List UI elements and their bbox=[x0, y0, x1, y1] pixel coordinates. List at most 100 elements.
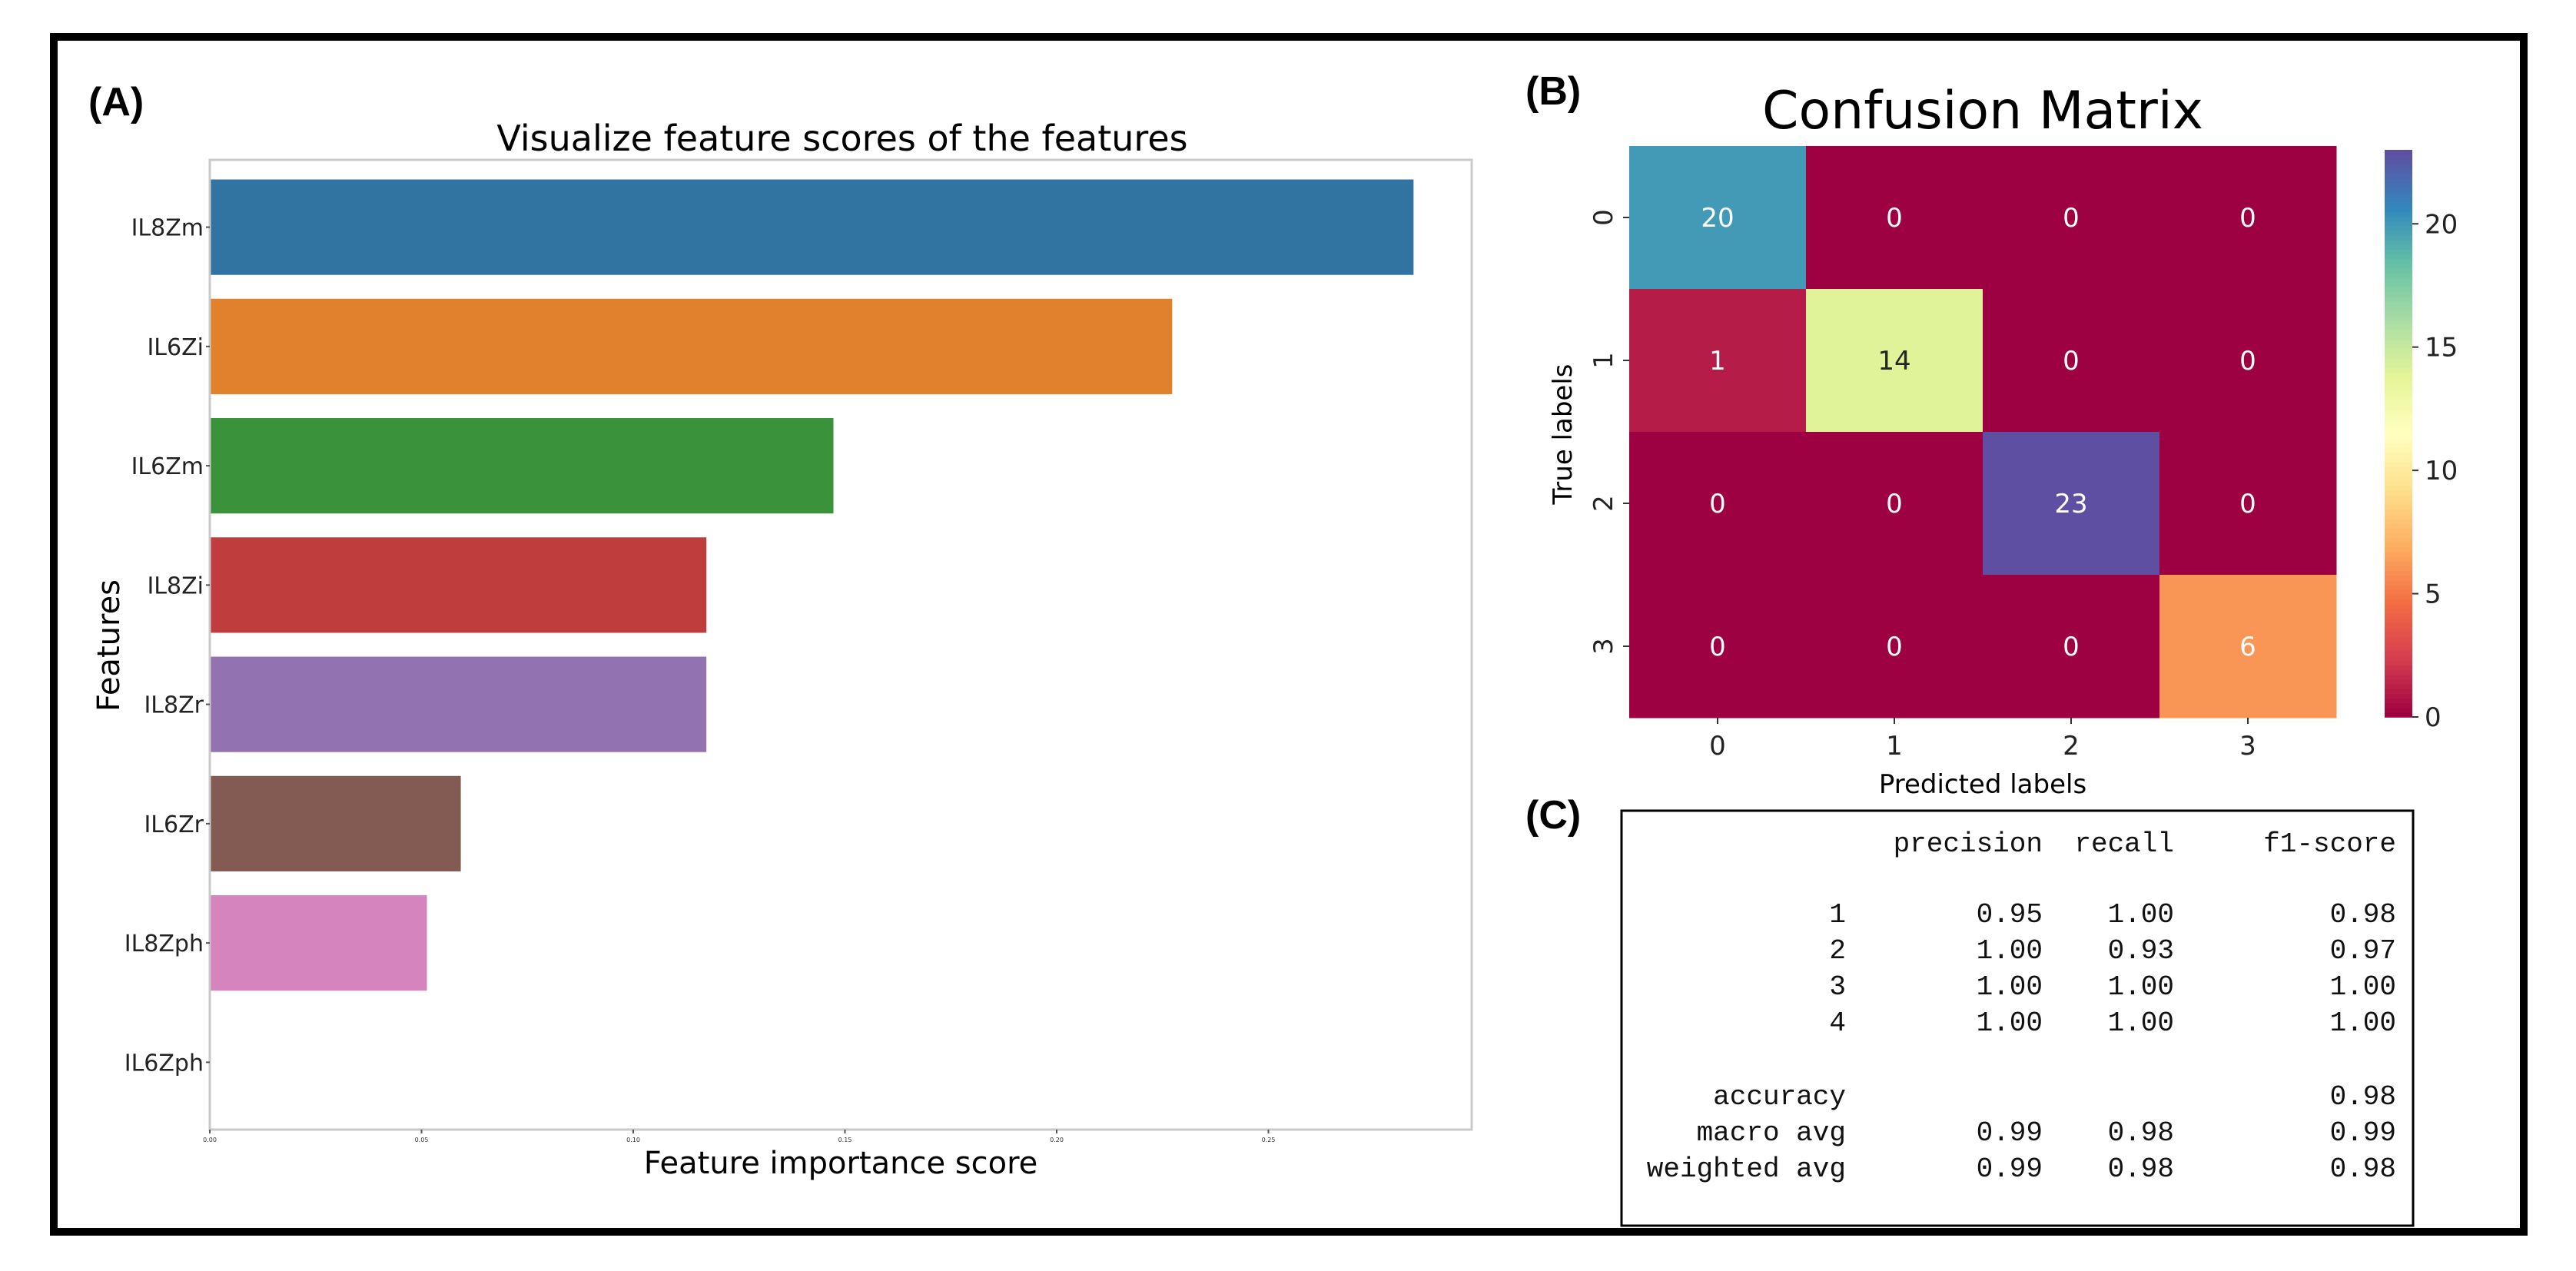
heatmap-cell-2-0 bbox=[1629, 432, 1807, 576]
colorbar-segment bbox=[2385, 636, 2412, 642]
colorbar-segment bbox=[2385, 447, 2412, 453]
colorbar-segment bbox=[2385, 267, 2412, 274]
colorbar-segment bbox=[2385, 239, 2412, 245]
bar-xtick-label: 0.00 bbox=[203, 1137, 217, 1143]
heatmap-ytick-label: 3 bbox=[1588, 638, 1619, 655]
colorbar-segment bbox=[2385, 334, 2412, 340]
colorbar-segment bbox=[2385, 461, 2412, 467]
bar-label-IL8Zi: IL8Zi bbox=[147, 572, 204, 599]
colorbar-segment bbox=[2385, 599, 2412, 605]
colorbar-segment bbox=[2385, 225, 2412, 231]
colorbar-segment bbox=[2385, 584, 2412, 590]
panel-c: (C) precision recall f1-score 1 0.95 1.00 0.98… bbox=[1525, 793, 2415, 1227]
colorbar-segment bbox=[2385, 353, 2412, 359]
colorbar-segment bbox=[2385, 192, 2412, 198]
colorbar-segment bbox=[2385, 410, 2412, 416]
colorbar-segment bbox=[2385, 173, 2412, 179]
report-row-2-col-1: 1.00 bbox=[1977, 935, 2043, 967]
colorbar-segment bbox=[2385, 320, 2412, 326]
report-summary-1-col-3: 0.99 bbox=[2330, 1117, 2396, 1149]
colorbar-segment bbox=[2385, 310, 2412, 317]
bar-xtick-label: 0.15 bbox=[838, 1137, 852, 1143]
panel-label-b: (B) bbox=[1525, 69, 1581, 114]
colorbar-segment bbox=[2385, 542, 2412, 548]
colorbar-segment bbox=[2385, 471, 2412, 477]
heatmap-cell-1-2 bbox=[1983, 289, 2160, 433]
colorbar-segment bbox=[2385, 528, 2412, 533]
heatmap-value-1-1: 14 bbox=[1877, 346, 1910, 377]
bar-xtick-label: 0.05 bbox=[415, 1137, 429, 1143]
colorbar-segment bbox=[2385, 187, 2412, 194]
bar-label-IL6Zi: IL6Zi bbox=[147, 334, 204, 361]
colorbar-segment bbox=[2385, 178, 2412, 184]
colorbar-segment bbox=[2385, 702, 2412, 709]
bar-xtick-label: 0.10 bbox=[626, 1137, 640, 1143]
colorbar-segment bbox=[2385, 362, 2412, 368]
report-header-col-3: f1-score bbox=[2263, 828, 2396, 860]
colorbar-segment bbox=[2385, 305, 2412, 311]
colorbar-segment bbox=[2385, 466, 2412, 472]
heatmap-cell-1-0 bbox=[1629, 289, 1807, 433]
heatmap-value-0-3: 0 bbox=[2239, 203, 2256, 234]
colorbar-segment bbox=[2385, 282, 2412, 288]
heatmap-value-3-1: 0 bbox=[1886, 632, 1903, 662]
colorbar-segment bbox=[2385, 476, 2412, 482]
colorbar-segment bbox=[2385, 211, 2412, 217]
colorbar-segment bbox=[2385, 154, 2412, 161]
colorbar-segment bbox=[2385, 315, 2412, 321]
colorbar-tick-label: 20 bbox=[2425, 209, 2458, 240]
colorbar-segment bbox=[2385, 168, 2412, 174]
colorbar-segment bbox=[2385, 377, 2412, 383]
colorbar-segment bbox=[2385, 395, 2412, 401]
colorbar-segment bbox=[2385, 367, 2412, 373]
colorbar-segment bbox=[2385, 566, 2412, 572]
heatmap-value-0-1: 0 bbox=[1886, 203, 1903, 234]
colorbar-segment bbox=[2385, 645, 2412, 652]
colorbar-tick-label: 15 bbox=[2425, 333, 2458, 363]
heatmap-cells: 20 0 0 0 1 14 0 0 0 0 23 0 0 0 0 6 bbox=[1629, 146, 2337, 718]
heatmap-cell-0-0 bbox=[1629, 146, 1807, 290]
colorbar-segment bbox=[2385, 291, 2412, 297]
report-row-4-col-2: 1.00 bbox=[2108, 1007, 2174, 1039]
colorbar-segment bbox=[2385, 405, 2412, 411]
colorbar-segment bbox=[2385, 443, 2412, 449]
report-summary-2-col-3: 0.98 bbox=[2330, 1153, 2396, 1185]
colorbar-segment bbox=[2385, 263, 2412, 269]
report-row-2-col-3: 0.97 bbox=[2330, 935, 2396, 967]
report-row-1-col-0: 1 bbox=[1829, 899, 1846, 931]
report-summary-2-col-1: 0.99 bbox=[1977, 1153, 2043, 1185]
colorbar-segment bbox=[2385, 164, 2412, 170]
heatmap-cell-2-2 bbox=[1983, 432, 2160, 576]
bar-IL8Zr bbox=[211, 656, 707, 752]
colorbar-segment bbox=[2385, 698, 2412, 704]
colorbar-segment bbox=[2385, 617, 2412, 623]
colorbar-segment bbox=[2385, 575, 2412, 581]
colorbar-segment bbox=[2385, 570, 2412, 576]
report-row-4-col-3: 1.00 bbox=[2330, 1007, 2396, 1039]
bar-label-IL8Zph: IL8Zph bbox=[124, 931, 204, 957]
colorbar-segment bbox=[2385, 533, 2412, 539]
colorbar-segment bbox=[2385, 400, 2412, 406]
report-summary-2-col-0: weighted avg bbox=[1647, 1153, 1846, 1185]
colorbar-segment bbox=[2385, 428, 2412, 434]
heatmap-xtick-label: 2 bbox=[2063, 731, 2080, 762]
report-row-1-col-1: 0.95 bbox=[1977, 899, 2043, 931]
colorbar-segment bbox=[2385, 693, 2412, 699]
colorbar-segment bbox=[2385, 272, 2412, 278]
figure-frame bbox=[50, 33, 2528, 1236]
colorbar-segment bbox=[2385, 622, 2412, 628]
report-row-3-col-1: 1.00 bbox=[1977, 971, 2043, 1003]
colorbar-segment bbox=[2385, 452, 2412, 458]
report-summary-1-col-0: macro avg bbox=[1697, 1117, 1846, 1149]
colorbar-tick-label: 10 bbox=[2425, 456, 2458, 486]
colorbar-segment bbox=[2385, 329, 2412, 335]
colorbar-segment bbox=[2385, 480, 2412, 486]
colorbar-segment bbox=[2385, 669, 2412, 675]
heatmap-cell-3-1 bbox=[1806, 575, 1983, 718]
panel-label-c: (C) bbox=[1525, 793, 1581, 838]
colorbar-segment bbox=[2385, 183, 2412, 188]
colorbar-segment bbox=[2385, 287, 2412, 293]
bar-label-IL6Zm: IL6Zm bbox=[131, 453, 204, 480]
bar-IL6Zi bbox=[211, 298, 1173, 394]
heatmap-value-0-0: 20 bbox=[1701, 203, 1734, 234]
